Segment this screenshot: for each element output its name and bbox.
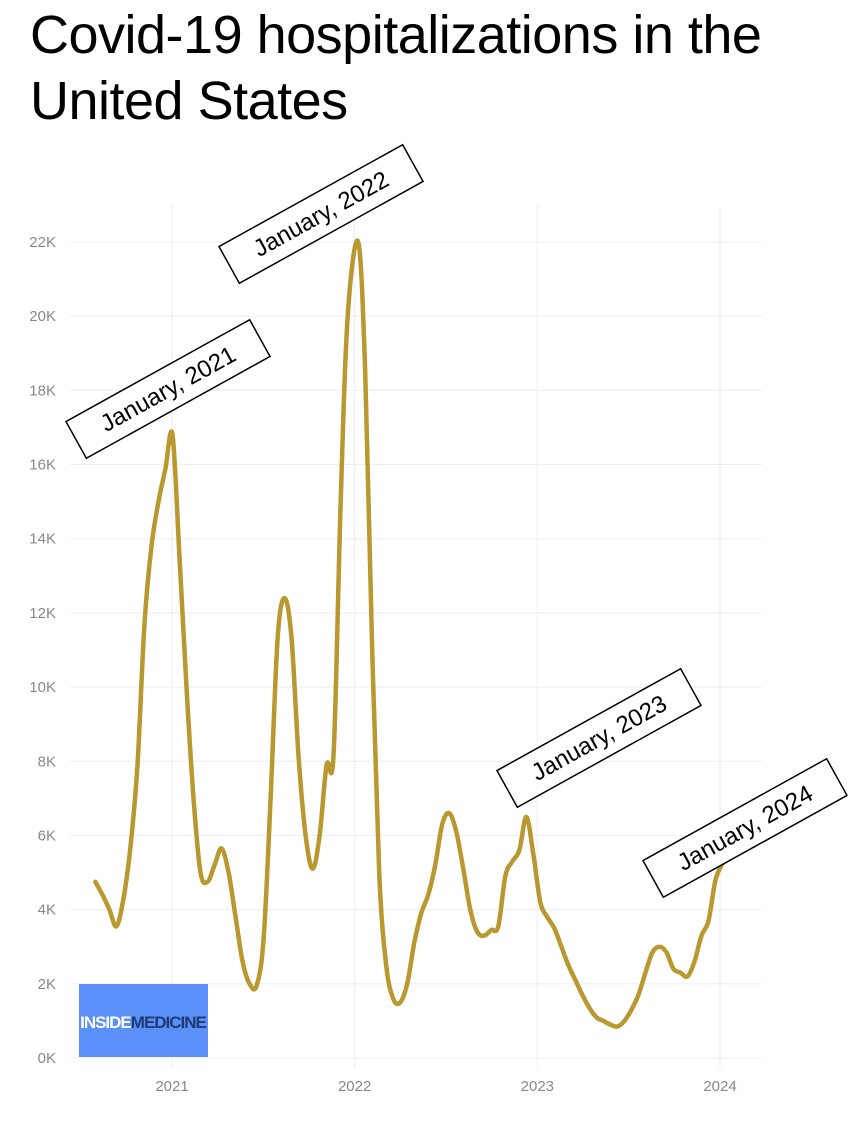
x-tick-label: 2022 [338, 1078, 371, 1095]
y-axis-ticks: 0K 2K 4K 6K 8K 10K 12K 14K 16K 18K 20K 22K [29, 234, 56, 1067]
annotation-box [495, 667, 703, 809]
y-tick-label: 4K [38, 902, 56, 919]
annotation-january-2023: January, 2023 [495, 667, 703, 809]
y-tick-label: 0K [38, 1050, 56, 1067]
logo-text-medicine: MEDICINE [131, 1013, 207, 1032]
annotation-box [64, 318, 272, 460]
annotation-january-2022: January, 2022 [217, 143, 425, 285]
y-tick-label: 10K [29, 679, 56, 696]
y-tick-label: 18K [29, 382, 56, 399]
annotation-label: January, 2021 [96, 341, 241, 437]
logo-text: INSIDEMEDICINE [80, 1013, 206, 1032]
annotation-january-2024: January, 2024 [641, 757, 848, 899]
annotation-label: January, 2024 [673, 780, 818, 876]
annotation-label: January, 2022 [249, 166, 394, 262]
y-tick-label: 14K [29, 531, 56, 548]
y-tick-label: 20K [29, 308, 56, 325]
y-tick-label: 2K [38, 976, 56, 993]
inside-medicine-logo: INSIDEMEDICINE [79, 984, 208, 1057]
logo-text-inside: INSIDE [80, 1013, 131, 1032]
series-layer [93, 238, 725, 1029]
logo-background [79, 984, 208, 1057]
annotation-box [217, 143, 425, 285]
series-line [93, 238, 725, 1029]
y-tick-label: 16K [29, 457, 56, 474]
y-tick-label: 22K [29, 234, 56, 251]
x-tick-label: 2023 [521, 1078, 554, 1095]
annotation-label: January, 2023 [527, 690, 672, 786]
y-tick-label: 8K [38, 753, 56, 770]
y-tick-label: 12K [29, 605, 56, 622]
chart-title: Covid-19 hospitalizations in the United … [30, 5, 762, 131]
x-tick-label: 2021 [155, 1078, 188, 1095]
x-axis-ticks: 2021 2022 2023 2024 [155, 1078, 736, 1095]
annotation-box [641, 757, 848, 899]
y-tick-label: 6K [38, 827, 56, 844]
x-tick-label: 2024 [703, 1078, 736, 1095]
